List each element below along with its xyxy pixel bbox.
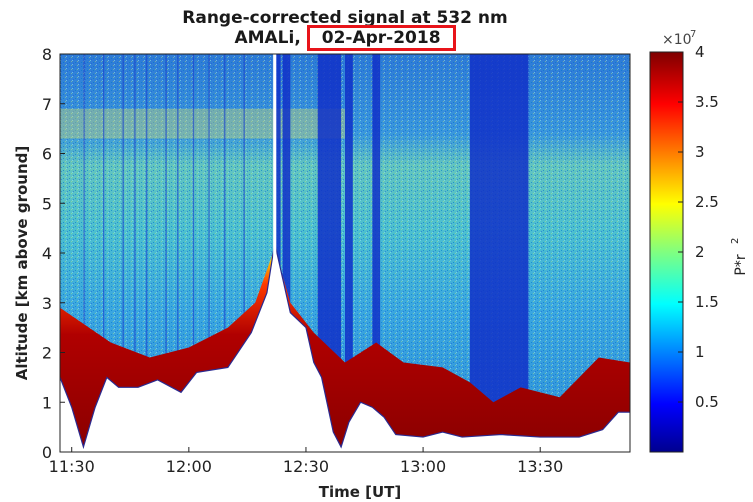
chart-title-line-1: Range-corrected signal at 532 nm	[182, 8, 508, 28]
chart-station-label: AMALi,	[234, 28, 301, 48]
colorbar-multiplier: ×10	[662, 32, 692, 48]
signal-streak	[134, 54, 136, 452]
signal-streak	[83, 54, 85, 452]
attenuation-band	[372, 54, 381, 452]
signal-streak	[122, 54, 124, 452]
signal-streak	[177, 54, 179, 452]
colorbar-label-exponent: 2	[730, 238, 741, 244]
chart-subtitle: AMALi, 02-Apr-2018	[60, 25, 630, 51]
colorbar-tick-label: 2.5	[695, 193, 719, 211]
chart-title: Range-corrected signal at 532 nm	[60, 8, 630, 28]
chart-date-label: 02-Apr-2018	[321, 28, 441, 48]
y-tick-label: 8	[42, 45, 52, 64]
attenuation-band	[345, 54, 353, 452]
x-axis-label: Time [UT]	[319, 483, 402, 501]
colorbar-tick-label: 1	[695, 343, 705, 361]
attenuation-band	[274, 54, 281, 452]
y-tick-label: 4	[42, 244, 52, 263]
data-gap	[273, 54, 277, 452]
signal-streak	[145, 54, 148, 452]
colorbar-tick-label: 3.5	[695, 93, 719, 111]
y-tick-label: 7	[42, 95, 52, 114]
signal-streak	[243, 54, 245, 452]
attenuation-band	[282, 54, 291, 452]
x-tick-label: 12:00	[166, 457, 212, 476]
colorbar-tick-label: 1.5	[695, 293, 719, 311]
y-tick-label: 2	[42, 344, 52, 363]
y-tick-label: 6	[42, 145, 52, 164]
attenuation-band	[469, 54, 529, 452]
y-tick-label: 0	[42, 443, 52, 462]
x-tick-label: 12:30	[283, 457, 329, 476]
y-tick-label: 3	[42, 294, 52, 313]
below-ground-mask	[60, 243, 630, 452]
colorbar-tick-label: 0.5	[695, 393, 719, 411]
colorbar-exponent: 7	[690, 29, 696, 40]
colorbar-label: P*r	[733, 254, 749, 275]
y-axis-label: Altitude [km above ground]	[13, 146, 31, 380]
signal-streak	[192, 54, 195, 452]
x-tick-label: 13:00	[400, 457, 446, 476]
signal-streak	[102, 54, 105, 452]
x-tick-label: 13:30	[517, 457, 563, 476]
cloud-layer-band	[60, 108, 345, 139]
colorbar	[649, 51, 684, 453]
y-tick-label: 5	[42, 194, 52, 213]
signal-streak	[223, 54, 226, 452]
y-tick-label: 1	[42, 393, 52, 412]
colorbar-tick-label: 2	[695, 243, 705, 261]
signal-streak	[165, 54, 167, 452]
colorbar-tick-label: 3	[695, 143, 705, 161]
colorbar-tick-label: 4	[695, 43, 705, 61]
ground-line	[60, 242, 630, 450]
aerosol-layer	[60, 243, 630, 448]
x-tick-label: 11:30	[49, 457, 95, 476]
signal-streak	[208, 54, 210, 452]
highlighted-date: 02-Apr-2018	[306, 25, 456, 51]
